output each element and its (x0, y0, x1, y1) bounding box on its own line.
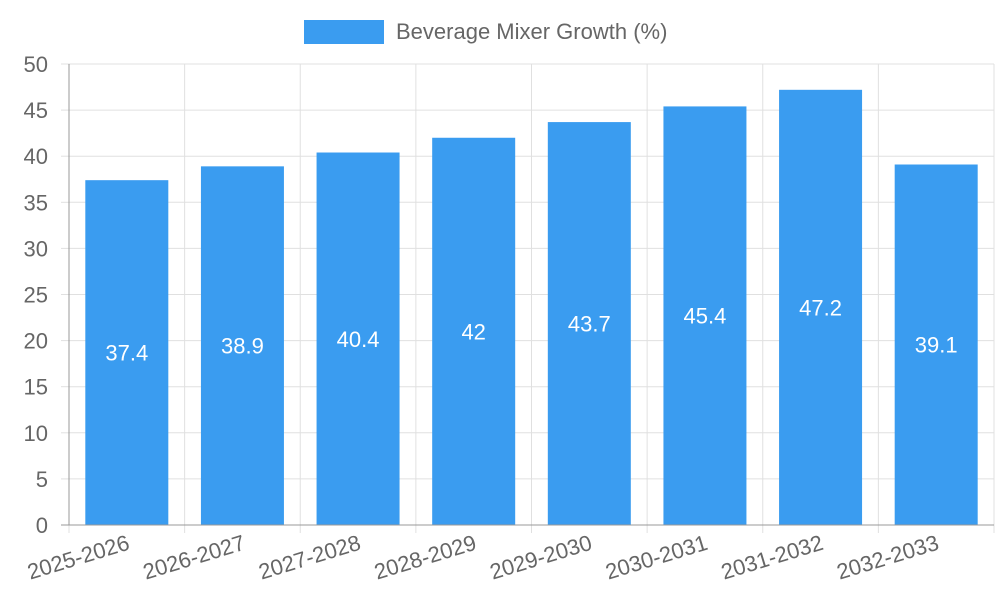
y-tick-label: 35 (24, 190, 48, 215)
legend: Beverage Mixer Growth (%) (304, 19, 667, 44)
x-tick-label: 2031-2032 (718, 530, 826, 585)
bars: 37.4 38.9 40.4 42 43.7 45.4 47.2 39.1 (85, 89, 978, 526)
axes (61, 63, 994, 526)
y-tick-label: 45 (24, 98, 48, 123)
data-label: 38.9 (221, 334, 264, 359)
bar (547, 122, 631, 525)
x-tick-label: 2029-2030 (487, 530, 595, 585)
bar (85, 180, 169, 525)
data-label: 40.4 (337, 327, 380, 352)
data-label: 39.1 (915, 333, 958, 358)
bar (779, 89, 863, 525)
x-tick-label: 2025-2026 (24, 530, 132, 585)
data-label: 45.4 (684, 304, 727, 329)
legend-label: Beverage Mixer Growth (%) (396, 19, 667, 44)
x-tick-label: 2032-2033 (834, 530, 942, 585)
x-tick-label: 2026-2027 (140, 530, 248, 585)
y-tick-label: 25 (24, 283, 48, 308)
y-tick-label: 15 (24, 375, 48, 400)
bar (200, 166, 284, 526)
x-tick-label: 2028-2029 (371, 530, 479, 585)
x-tick-label: 2027-2028 (256, 530, 364, 585)
y-tick-label: 40 (24, 144, 48, 169)
y-tick-label: 50 (24, 52, 48, 77)
data-label: 42 (461, 319, 485, 344)
bar (316, 152, 400, 525)
y-tick-label: 30 (24, 236, 48, 261)
data-label: 37.4 (105, 341, 148, 366)
legend-swatch (304, 20, 384, 44)
y-tick-label: 0 (36, 513, 48, 538)
bar (894, 164, 978, 526)
bar (432, 137, 516, 525)
y-tick-label: 5 (36, 467, 48, 492)
data-label: 43.7 (568, 312, 611, 337)
y-tick-label: 10 (24, 421, 48, 446)
bar (663, 106, 747, 526)
x-tick-label: 2030-2031 (602, 530, 710, 585)
data-label: 47.2 (799, 295, 842, 320)
y-tick-label: 20 (24, 329, 48, 354)
